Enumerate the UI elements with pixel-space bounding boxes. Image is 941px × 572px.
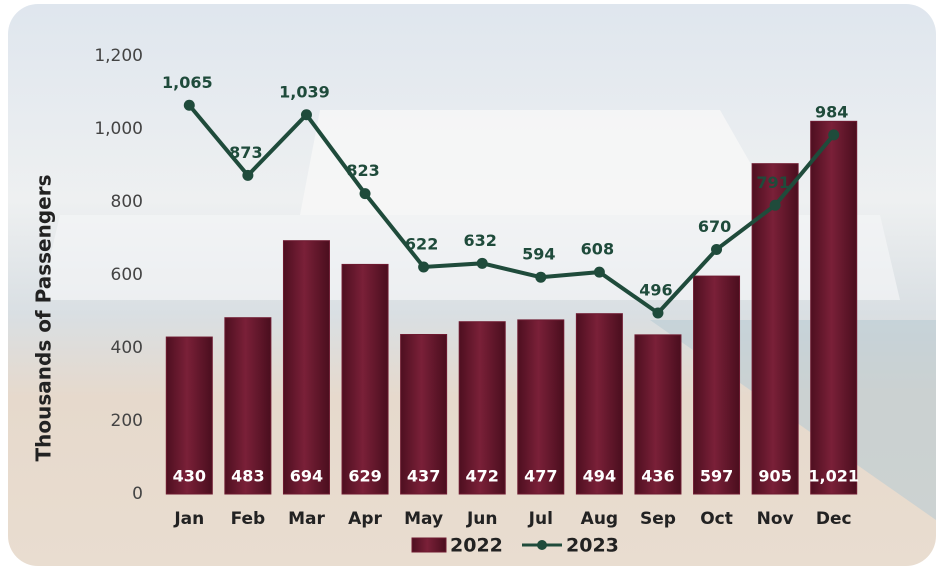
bar-value-label: 905 [758, 467, 791, 486]
line-point [535, 271, 547, 283]
line-point [183, 99, 195, 111]
y-tick-label: 1,000 [94, 119, 143, 139]
line-point [300, 109, 312, 121]
line-point [359, 188, 371, 200]
x-tick-label: Aug [581, 509, 618, 529]
line-point [711, 243, 723, 255]
line-point [242, 169, 254, 181]
line-value-label: 632 [464, 231, 497, 250]
bar-value-label: 483 [231, 467, 264, 486]
y-tick-label: 0 [132, 484, 143, 504]
bar [517, 319, 565, 495]
x-tick-label: Sep [640, 509, 676, 529]
line-value-label: 823 [346, 161, 379, 180]
line-point [476, 257, 488, 269]
bar [634, 334, 682, 495]
line-point [769, 199, 781, 211]
bar [458, 321, 506, 495]
bar [341, 263, 389, 495]
bar [282, 240, 330, 495]
y-tick-label: 600 [111, 265, 143, 285]
bar [693, 275, 741, 495]
bar-value-label: 1,021 [808, 467, 859, 486]
x-tick-label: Jun [466, 509, 498, 529]
x-tick-label: Mar [288, 509, 325, 529]
line-value-label: 984 [815, 102, 848, 121]
line-point [593, 266, 605, 278]
line-value-label: 873 [229, 143, 262, 162]
legend-label: 2023 [566, 535, 619, 557]
bar-value-label: 494 [583, 467, 616, 486]
x-tick-label: Nov [757, 509, 794, 529]
x-tick-label: Apr [348, 509, 382, 529]
x-tick-label: Jan [173, 509, 204, 529]
bar [810, 120, 858, 495]
legend-swatch-dot [537, 540, 547, 550]
line-value-label: 1,065 [162, 73, 213, 92]
line-point [652, 307, 664, 319]
y-axis-label: Thousands of Passengers [32, 175, 56, 462]
line-value-label: 670 [698, 217, 731, 236]
bar [400, 333, 448, 495]
y-tick-label: 200 [111, 411, 143, 431]
x-tick-label: Feb [231, 509, 266, 529]
bar-value-label: 629 [348, 467, 381, 486]
bar [575, 313, 623, 495]
y-tick-label: 800 [111, 192, 143, 212]
bar-value-label: 472 [466, 467, 499, 486]
bar-value-label: 430 [173, 467, 206, 486]
line-point [418, 261, 430, 273]
x-tick-label: May [404, 509, 443, 529]
x-tick-label: Jul [528, 509, 553, 529]
line-value-label: 608 [581, 240, 614, 259]
line [187, 103, 836, 316]
x-tick-label: Dec [816, 509, 852, 529]
legend-swatch [411, 537, 447, 553]
line-point [828, 129, 840, 141]
bar [165, 336, 213, 495]
ship-shape [40, 215, 900, 300]
line-value-label: 594 [522, 245, 555, 264]
legend-label: 2022 [450, 535, 503, 557]
line-value-label: 496 [639, 280, 672, 299]
bar-value-label: 437 [407, 467, 440, 486]
line-value-label: 622 [405, 234, 438, 253]
ship-deck [300, 110, 780, 215]
line-value-label: 1,039 [279, 82, 330, 101]
bar-value-label: 436 [641, 467, 674, 486]
y-tick-label: 400 [111, 338, 143, 358]
x-tick-label: Oct [700, 509, 733, 529]
bar-value-label: 597 [700, 467, 733, 486]
bar-value-label: 694 [290, 467, 323, 486]
bar [751, 163, 799, 495]
line-value-label: 791 [756, 173, 789, 192]
bar-value-label: 477 [524, 467, 557, 486]
bar [224, 317, 272, 495]
y-tick-label: 1,200 [94, 46, 143, 66]
